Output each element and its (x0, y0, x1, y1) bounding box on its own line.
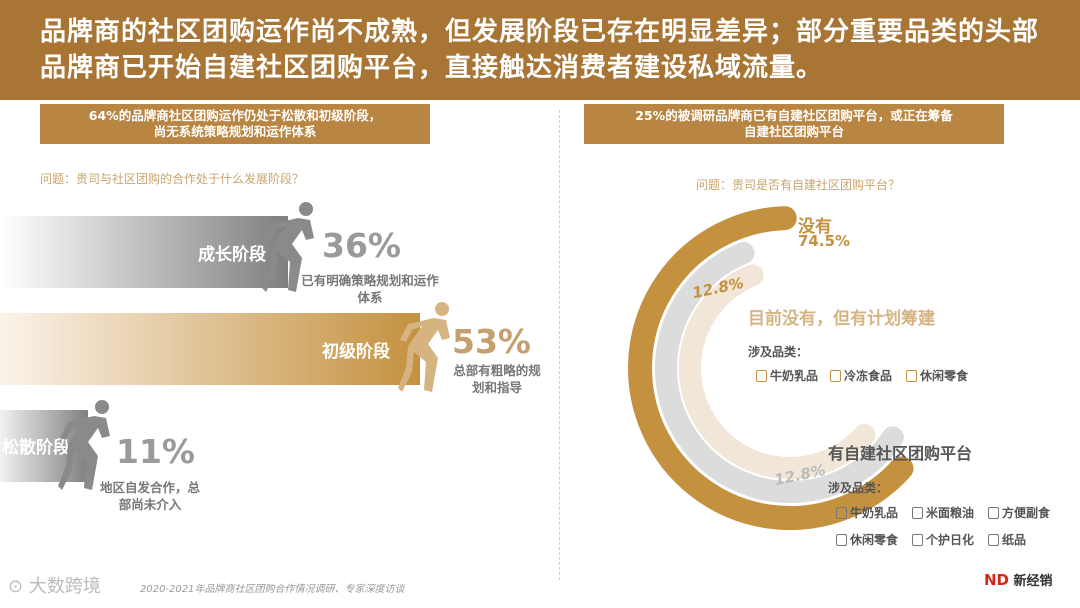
watermark-icon: ⊙ (8, 576, 24, 597)
noodle-icon (988, 507, 999, 519)
bar-label-early: 初级阶段 (322, 342, 390, 362)
bar-label-loose: 松散阶段 (2, 438, 70, 458)
own-category-personal-care: 个护日化 (912, 531, 974, 548)
brand-mark-icon: ND (984, 571, 1010, 589)
arc-no-platform (628, 206, 914, 530)
value-label-no: 74.5% (798, 232, 851, 250)
brand-name: 新经销 (1013, 574, 1053, 589)
arc-planning (655, 242, 904, 503)
bowl-icon (912, 507, 923, 519)
own-category-grain-oil: 米面粮油 (912, 504, 974, 521)
panel-divider (559, 110, 560, 580)
plan-category-snacks: 休闲零食 (906, 367, 968, 384)
watermark-text: 大数跨境 (28, 576, 101, 597)
own-category-dairy: 牛奶乳品 (836, 504, 898, 521)
snack-icon (836, 534, 847, 546)
milk-icon (756, 370, 767, 382)
page-title: 品牌商的社区团购运作尚不成熟，但发展阶段已存在明显差异；部分重要品类的头部品牌商… (40, 17, 1040, 83)
header-banner: 品牌商的社区团购运作尚不成熟，但发展阶段已存在明显差异；部分重要品类的头部品牌商… (0, 0, 1080, 100)
note-loose: 地区自发合作，总部尚未介入 (100, 480, 201, 512)
value-label-growth: 36% (322, 226, 401, 265)
runner-icon (398, 302, 450, 392)
runner-icon (58, 400, 110, 490)
right-summary-line-1: 25%的被调研品牌商已有自建社区团购平台，或正在筹备 (635, 108, 953, 123)
plan-category-frozen: 冷冻食品 (830, 367, 892, 384)
right-question: 问题：贵司是否有自建社区团购平台？ (696, 178, 901, 192)
snack-icon (906, 370, 917, 382)
label-own: 有自建社区团购平台 (828, 444, 973, 463)
own-category-convenience: 方便副食 (988, 504, 1050, 521)
own-category-snacks: 休闲零食 (836, 531, 898, 548)
left-summary-line-1: 64%的品牌商社区团购运作仍处于松散和初级阶段， (88, 108, 382, 123)
note-early: 总部有粗略的规划和指导 (453, 363, 541, 395)
brand-logo: ND 新经销 (984, 570, 1053, 589)
label-no: 没有 (798, 217, 832, 237)
bar-early-stage (0, 313, 420, 385)
right-summary-banner: 25%的被调研品牌商已有自建社区团购平台，或正在筹备 自建社区团购平台 (584, 104, 1004, 144)
runner-icon (262, 202, 314, 292)
left-summary-line-2: 尚无系统策略规划和运作体系 (153, 124, 317, 139)
bottle-icon (912, 534, 923, 546)
value-label-early: 53% (452, 322, 531, 361)
label-plan: 目前没有，但有计划筹建 (748, 309, 935, 329)
milk-icon (836, 507, 847, 519)
bar-label-growth: 成长阶段 (198, 245, 266, 265)
bar-growth-stage (0, 216, 288, 288)
left-question: 问题：贵司与社区团购的合作处于什么发展阶段？ (40, 172, 305, 186)
arc-own-platform (679, 264, 876, 479)
snowflake-icon (830, 370, 841, 382)
right-summary-line-2: 自建社区团购平台 (743, 124, 844, 139)
own-category-title: 涉及品类： (828, 481, 889, 495)
note-growth: 已有明确策略规划和运作体系 (301, 273, 439, 305)
source-note: 2020-2021年品牌商社区团购合作情况调研、专家深度访谈 (140, 584, 405, 595)
left-summary-banner: 64%的品牌商社区团购运作仍处于松散和初级阶段， 尚无系统策略规划和运作体系 (40, 104, 430, 144)
value-label-loose: 11% (116, 432, 195, 471)
plan-category-title: 涉及品类： (748, 345, 809, 359)
watermark: ⊙ 大数跨境 (8, 572, 101, 598)
plan-category-dairy: 牛奶乳品 (756, 367, 818, 384)
tissue-icon (988, 534, 999, 546)
own-category-paper: 纸品 (988, 531, 1026, 548)
